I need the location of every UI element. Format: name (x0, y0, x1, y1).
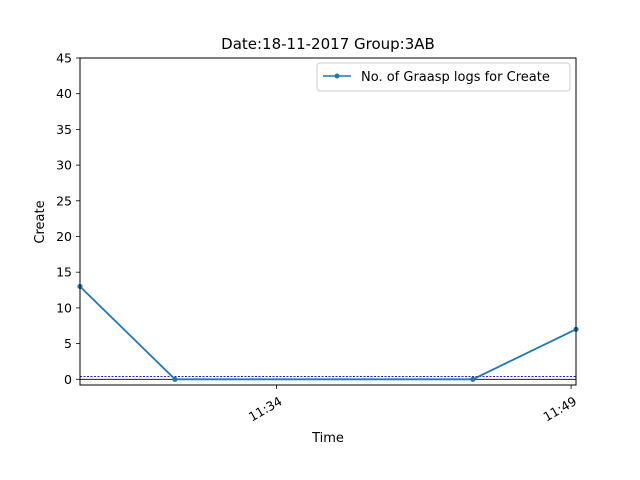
y-tick-label-0: 0 (64, 372, 72, 387)
plot-area: 0 5 10 15 20 25 30 35 40 45 11:34 11:49 (56, 51, 579, 425)
y-tick-label-8: 40 (56, 86, 72, 101)
y-tick-label-7: 35 (56, 122, 72, 137)
y-tick-label-2: 10 (56, 300, 72, 315)
y-tick-label-9: 45 (56, 51, 72, 66)
legend-box (316, 62, 571, 92)
y-tick-label-5: 25 (56, 193, 72, 208)
y-axis-label: Create (33, 200, 48, 243)
chart-title: Date:18-11-2017 Group:3AB (221, 35, 435, 53)
y-tick-label-4: 20 (56, 229, 72, 244)
y-tick-label-3: 15 (56, 265, 72, 280)
x-tick-label-0: 11:34 (246, 393, 285, 424)
x-tick-label-1: 11:49 (541, 393, 580, 424)
data-point-0-2 (470, 376, 476, 382)
data-point-0-1 (172, 376, 178, 382)
series-line-0 (79, 285, 577, 381)
legend-entry-label: No. of Graasp logs for Create (361, 70, 550, 85)
y-tick-label-1: 5 (64, 336, 72, 351)
y-tick-label-6: 30 (56, 158, 72, 173)
x-axis-label: Time (311, 431, 344, 446)
legend-marker-sample (334, 73, 340, 79)
legend: No. of Graasp logs for Create (316, 62, 571, 92)
plot-frame (79, 57, 577, 386)
